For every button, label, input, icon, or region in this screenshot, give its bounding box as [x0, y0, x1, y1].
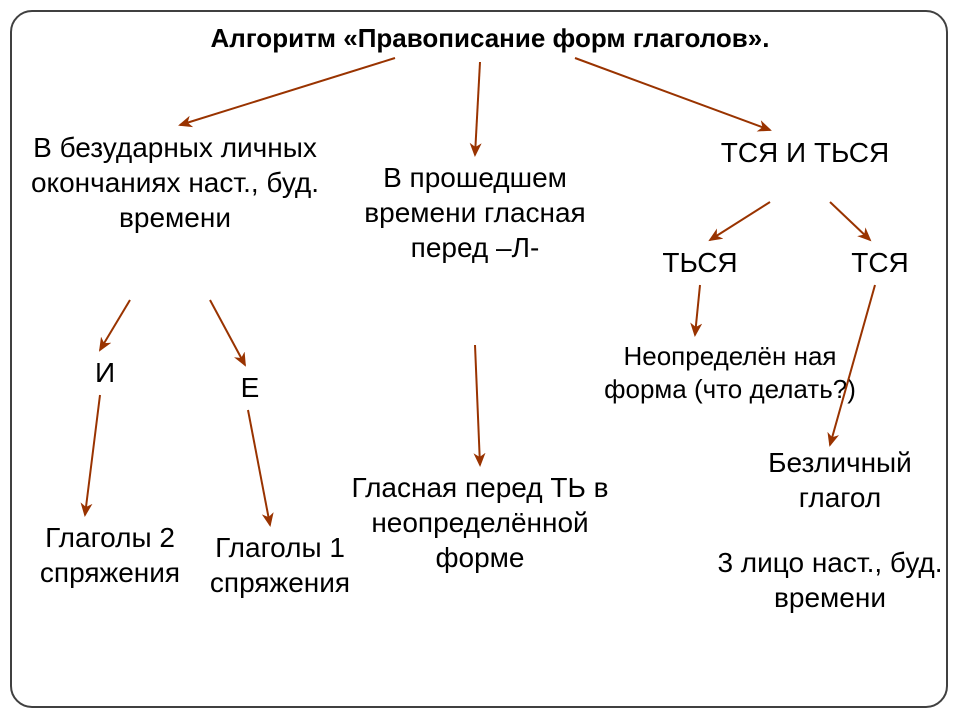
- node-letter-i: И: [85, 355, 125, 390]
- node-verbs-conj1: Глаголы 1 спряжения: [190, 530, 370, 600]
- node-infinitive: Неопределён ная форма (что делать?): [600, 340, 860, 405]
- node-letter-e: Е: [230, 370, 270, 405]
- node-vowel-before-tb: Гласная перед ТЬ в неопределённой форме: [350, 470, 610, 575]
- node-tsya-soft: ТЬСЯ: [650, 245, 750, 280]
- node-tsya: ТСЯ: [830, 245, 930, 280]
- diagram-title: Алгоритм «Правописание форм глаголов».: [170, 22, 810, 55]
- branch-unstressed: В безударных личных окончаниях наст., бу…: [20, 130, 330, 235]
- node-verbs-conj2: Глаголы 2 спряжения: [20, 520, 200, 590]
- branch-tsya: ТСЯ И ТЬСЯ: [720, 135, 890, 170]
- branch-past-tense: В прошедшем времени гласная перед –Л-: [350, 160, 600, 265]
- node-3rd-person: 3 лицо наст., буд. времени: [700, 545, 960, 615]
- node-impersonal: Безличный глагол: [740, 445, 940, 515]
